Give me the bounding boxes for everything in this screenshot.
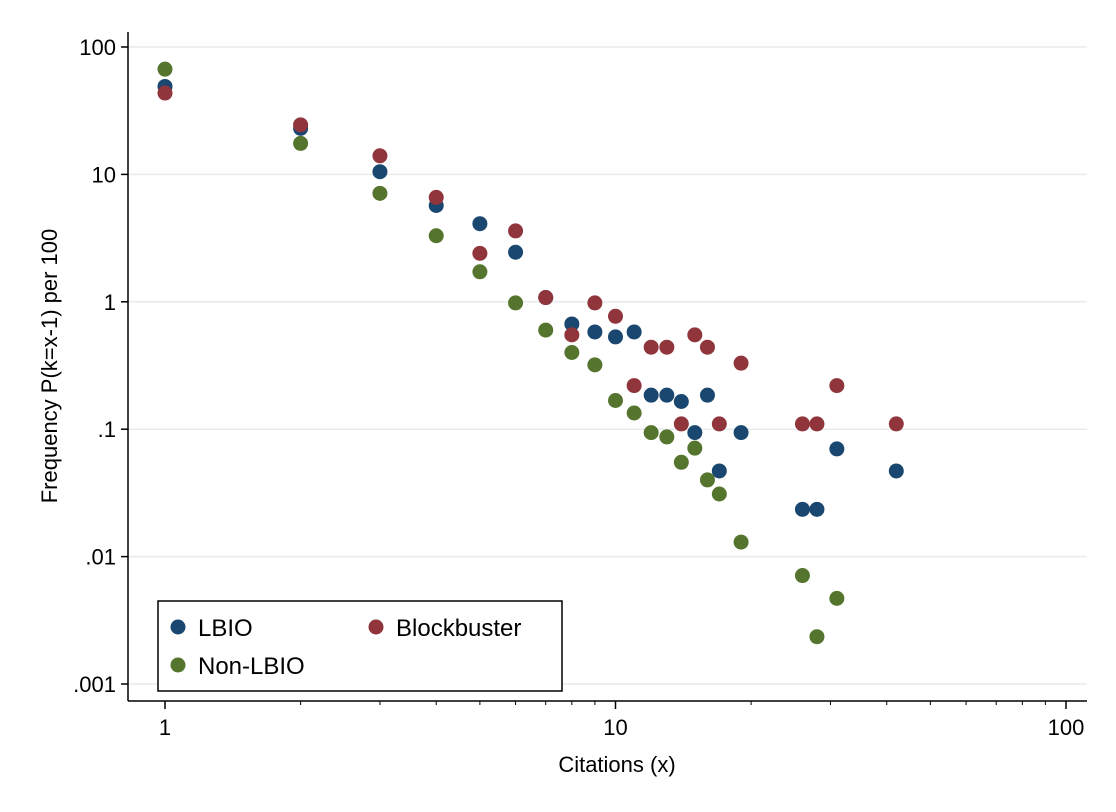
x-tick-label: 10 [603, 715, 627, 740]
point-lbio-15 [699, 387, 715, 403]
point-blockbuster-1 [293, 117, 309, 133]
point-non-lbio-20 [829, 590, 845, 606]
point-non-lbio-10 [626, 405, 642, 421]
point-blockbuster-3 [428, 189, 444, 205]
point-non-lbio-4 [472, 264, 488, 280]
point-lbio-10 [626, 324, 642, 340]
point-blockbuster-2 [372, 148, 388, 164]
point-non-lbio-11 [643, 425, 659, 441]
point-lbio-20 [829, 441, 845, 457]
x-tick-label: 1 [159, 715, 171, 740]
point-non-lbio-16 [711, 486, 727, 502]
point-non-lbio-3 [428, 228, 444, 244]
point-non-lbio-5 [508, 295, 524, 311]
point-non-lbio-8 [587, 357, 603, 373]
y-tick-label: .001 [73, 672, 116, 697]
y-tick-label: 1 [104, 290, 116, 315]
series-blockbuster [157, 85, 904, 432]
legend-label-1: Blockbuster [396, 615, 521, 642]
point-blockbuster-19 [809, 416, 825, 432]
series-non-lbio [157, 61, 845, 645]
point-lbio-9 [608, 329, 623, 345]
point-lbio-19 [809, 501, 825, 517]
x-axis-title: Citations (x) [558, 752, 675, 777]
point-blockbuster-12 [659, 339, 675, 355]
data-points [157, 61, 904, 645]
point-non-lbio-12 [659, 429, 675, 445]
point-non-lbio-18 [794, 568, 810, 584]
point-lbio-13 [673, 393, 689, 409]
point-lbio-4 [472, 216, 488, 232]
point-blockbuster-15 [699, 339, 715, 355]
point-non-lbio-15 [699, 472, 715, 488]
point-blockbuster-21 [888, 416, 904, 432]
legend-marker-2 [170, 657, 186, 673]
point-blockbuster-6 [538, 290, 554, 306]
point-blockbuster-7 [564, 327, 580, 343]
point-non-lbio-14 [687, 440, 703, 456]
point-blockbuster-16 [711, 416, 727, 432]
legend-label-0: LBIO [198, 615, 253, 642]
legend-marker-0 [170, 619, 186, 635]
point-blockbuster-13 [673, 416, 689, 432]
legend-box [157, 600, 563, 692]
point-non-lbio-17 [733, 534, 749, 550]
point-lbio-8 [587, 324, 603, 340]
x-tick-label: 100 [1048, 715, 1085, 740]
point-lbio-12 [659, 387, 675, 403]
point-blockbuster-20 [829, 378, 845, 394]
point-non-lbio-2 [372, 185, 388, 201]
axes: 100 10 1 .1 .01 .001 1 10 100 [73, 32, 1087, 740]
y-tick-label: 100 [79, 35, 116, 60]
point-blockbuster-5 [508, 223, 524, 239]
point-lbio-2 [372, 164, 388, 180]
point-lbio-11 [643, 387, 659, 403]
point-blockbuster-14 [687, 327, 703, 343]
point-non-lbio-13 [673, 454, 689, 470]
point-lbio-21 [888, 463, 904, 479]
point-blockbuster-10 [626, 378, 642, 394]
point-blockbuster-4 [472, 245, 488, 261]
point-non-lbio-6 [538, 322, 554, 338]
point-blockbuster-0 [157, 85, 173, 101]
point-lbio-5 [508, 244, 524, 260]
point-non-lbio-9 [608, 392, 623, 408]
gridlines [128, 46, 1087, 685]
point-blockbuster-18 [794, 416, 810, 432]
point-lbio-17 [733, 425, 749, 441]
legend-marker-1 [368, 619, 384, 635]
point-non-lbio-19 [809, 629, 825, 645]
y-tick-label: .01 [85, 545, 116, 570]
point-lbio-14 [687, 425, 703, 441]
y-tick-label: .1 [98, 417, 116, 442]
legend: LBIO Blockbuster Non-LBIO [157, 600, 563, 692]
y-tick-label: 10 [92, 162, 116, 187]
point-lbio-16 [711, 463, 727, 479]
point-non-lbio-7 [564, 344, 580, 360]
point-blockbuster-17 [733, 355, 749, 371]
point-blockbuster-11 [643, 339, 659, 355]
point-non-lbio-1 [293, 135, 309, 151]
point-blockbuster-8 [587, 295, 603, 311]
point-blockbuster-9 [608, 308, 623, 324]
legend-label-2: Non-LBIO [198, 653, 305, 680]
point-lbio-7 [564, 316, 580, 332]
point-non-lbio-0 [157, 61, 173, 77]
point-lbio-18 [794, 501, 810, 517]
y-axis-title: Frequency P(k=x-1) per 100 [37, 229, 62, 504]
